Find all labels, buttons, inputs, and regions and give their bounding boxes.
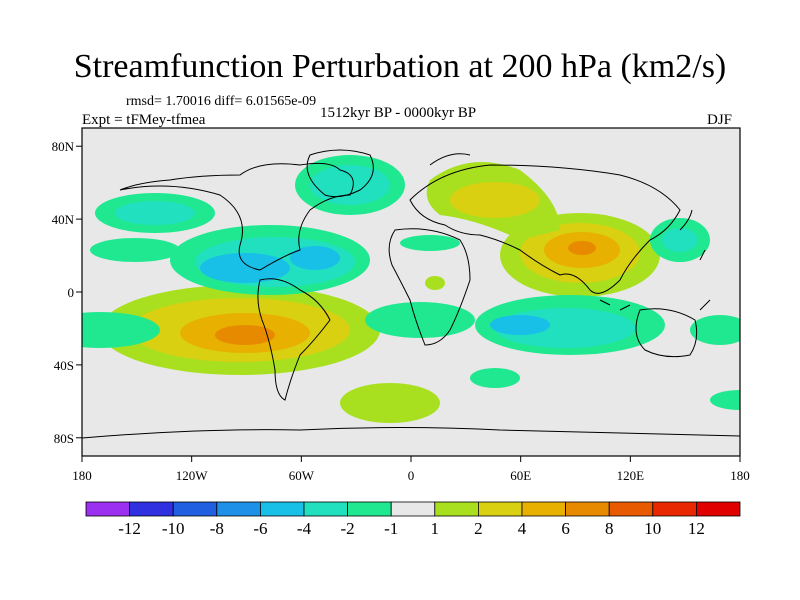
colorbar-swatch: [259, 501, 305, 517]
colorbar-label: -1: [384, 519, 398, 538]
colorbar-label: -4: [297, 519, 312, 538]
colorbar-label: 1: [431, 519, 440, 538]
colorbar-label: -12: [118, 519, 141, 538]
colorbar-label: 8: [605, 519, 614, 538]
time-period-label: 1512kyr BP - 0000kyr BP: [320, 105, 477, 121]
colorbar-swatch: [696, 501, 741, 517]
lon-tick-label: 0: [408, 468, 415, 483]
colorbar-swatch: [521, 501, 566, 517]
contour-eurasia-high: [426, 162, 560, 240]
colorbar-swatch: [172, 501, 218, 517]
contour-north-pacific-low: [90, 193, 215, 262]
colorbar-label: -10: [162, 519, 185, 538]
colorbar-swatch: [434, 501, 479, 517]
lon-tick-label: 60E: [510, 468, 531, 483]
rmsd-diff-stats: rmsd= 1.70016 diff= 6.01565e-09: [126, 94, 317, 109]
contour-africa-high: [425, 276, 445, 290]
colorbar-label: 2: [474, 519, 483, 538]
colorbar-swatch: [129, 501, 174, 517]
colorbar-swatch: [216, 501, 261, 517]
colorbar-label: 4: [518, 519, 527, 538]
colorbar-swatch: [477, 501, 523, 517]
lat-tick-label: 40S: [54, 358, 74, 373]
colorbar-label: -2: [341, 519, 355, 538]
colorbar-swatch: [565, 501, 610, 517]
colorbar-swatch: [608, 501, 654, 517]
contour-south-asia-high: [500, 213, 660, 297]
lat-tick-label: 80S: [54, 431, 74, 446]
lon-tick-label: 180: [72, 468, 92, 483]
contour-south-atlantic-low: [365, 302, 475, 338]
colorbar-label: 12: [688, 519, 705, 538]
contour-southern-ocean-high: [340, 383, 440, 423]
lat-tick-label: 40N: [52, 212, 75, 227]
lat-tick-label: 80N: [52, 139, 75, 154]
colorbar-swatch: [303, 501, 348, 517]
contour-north-atlantic-low: [170, 225, 370, 295]
contour-greenland-low: [295, 155, 405, 215]
lat-tick-label: 0: [68, 285, 75, 300]
experiment-label: Expt = tFMey-tfmea: [82, 112, 206, 128]
colorbar-swatch: [390, 501, 436, 517]
colorbar-swatch: [347, 501, 392, 517]
lon-tick-label: 180: [730, 468, 750, 483]
contour-indian-ocean-low: [475, 295, 665, 355]
colorbar: -12 -10 -8 -6 -4 -2 -1 1 2 4 6 8 10 12: [85, 501, 741, 538]
colorbar-swatch: [652, 501, 697, 517]
lon-tick-label: 120E: [617, 468, 645, 483]
contour-south-pacific-low: [82, 235, 740, 410]
contour-south-america-high: [100, 285, 380, 375]
axis-ticks: 180 120W 60W 0 60E 120E 180 80N 40N 0 40S 80S: [52, 139, 750, 483]
colorbar-swatch: [85, 501, 130, 517]
lon-tick-label: 60W: [289, 468, 315, 483]
colorbar-label: -6: [253, 519, 267, 538]
contour-west-pacific-low: [650, 218, 710, 262]
colorbar-label: 10: [644, 519, 661, 538]
lon-tick-label: 120W: [176, 468, 209, 483]
season-label: DJF: [706, 112, 732, 128]
colorbar-label: -8: [210, 519, 224, 538]
map-title: Streamfunction Perturbation at 200 hPa (…: [73, 48, 727, 85]
coastlines: [82, 149, 740, 439]
colorbar-label: 6: [561, 519, 570, 538]
